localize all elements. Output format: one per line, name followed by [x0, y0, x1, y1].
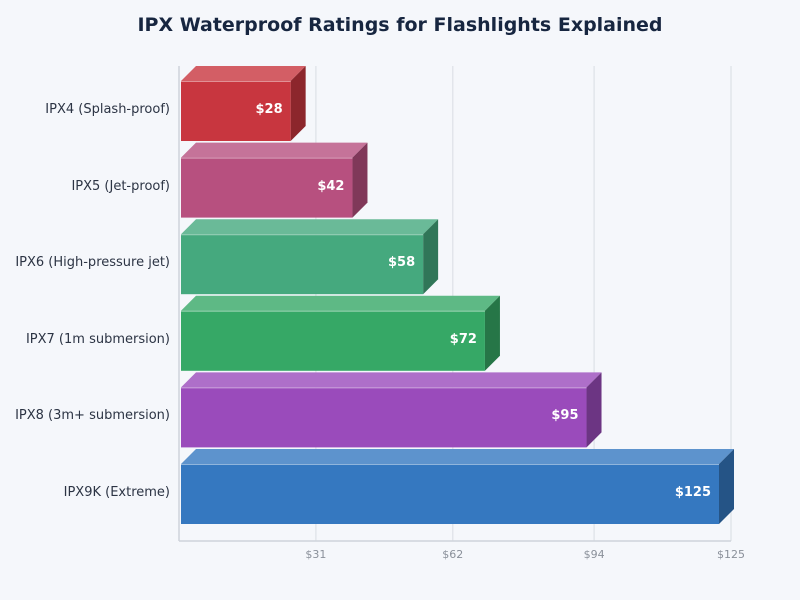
bar-value-label: $28 [255, 102, 283, 117]
bar-value-label: $58 [387, 255, 416, 271]
bar-top-face [181, 295, 500, 311]
bar-top-face [181, 66, 306, 81]
bar-side-face [484, 295, 500, 371]
bar-side-face [352, 142, 368, 218]
bar [181, 464, 719, 524]
bar-side-face [719, 449, 734, 524]
bar-top-face [181, 372, 602, 388]
bar-side-face [290, 66, 306, 141]
y-category-label: IPX4 (Splash-proof) [45, 102, 170, 117]
bar [181, 157, 353, 218]
x-tick-label: $31 [305, 548, 327, 561]
bar-value-label: $125 [674, 485, 711, 500]
x-tick-label: $62 [442, 548, 464, 561]
bar-top-face [181, 142, 368, 158]
bar-value-label: $72 [449, 331, 477, 347]
bar [181, 387, 587, 448]
bar-top-face [181, 219, 439, 235]
bar-side-face [423, 219, 439, 295]
chart-title: IPX Waterproof Ratings for Flashlights E… [137, 14, 663, 36]
bar [181, 310, 485, 371]
bar [181, 234, 424, 295]
bar-value-label: $95 [551, 408, 579, 424]
bar-top-face [181, 449, 734, 464]
y-category-label: IPX5 (Jet-proof) [71, 178, 170, 194]
x-tick-label: $125 [717, 548, 745, 561]
y-category-label: IPX6 (High-pressure jet) [15, 255, 170, 271]
bar-side-face [586, 372, 602, 448]
x-tick-label: $94 [583, 548, 605, 561]
y-category-label: IPX7 (1m submersion) [25, 331, 170, 347]
y-category-label: IPX8 (3m+ submersion) [15, 408, 170, 424]
bar-value-label: $42 [317, 178, 345, 194]
bar [181, 81, 291, 141]
y-category-label: IPX9K (Extreme) [63, 485, 170, 500]
